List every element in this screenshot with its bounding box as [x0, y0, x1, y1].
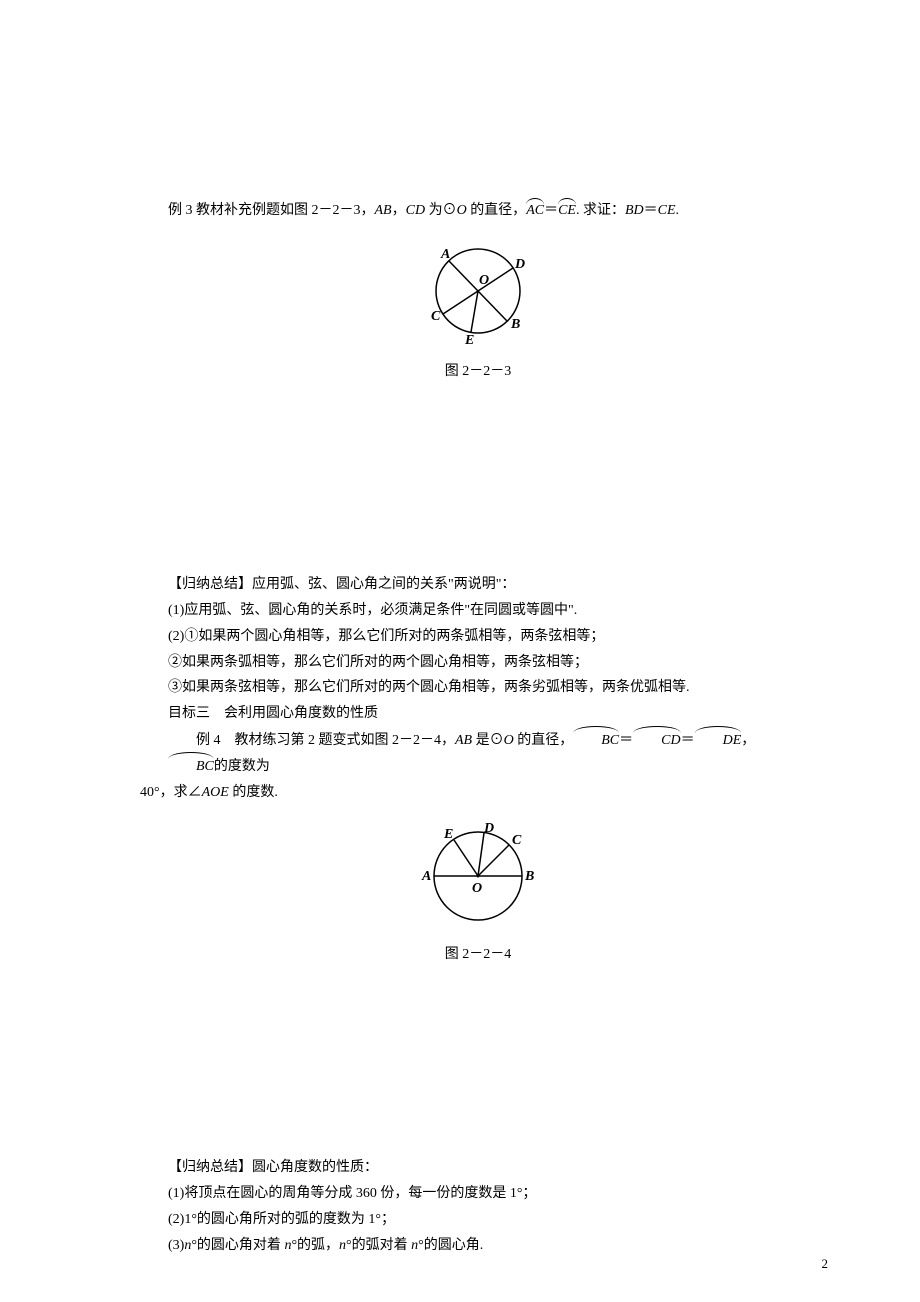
ex4-l2a: 40°，求∠ — [140, 785, 202, 800]
ex4-aoe: AOE — [202, 785, 229, 800]
ex4-arc-cd: CD — [633, 728, 680, 754]
sum1-l1: (1)应用弧、弦、圆心角的关系时，必须满足条件"在同圆或等圆中". — [168, 599, 788, 623]
figure-1-caption: 图 2－2－3 — [168, 361, 788, 383]
ex4-o: O — [504, 733, 514, 748]
fig2-C: C — [512, 833, 522, 848]
ex4-ab: AB — [455, 733, 472, 748]
sum2-l3c: °的弧， — [291, 1238, 339, 1253]
summary-2: 【归纳总结】圆心角度数的性质： (1)将顶点在圆心的周角等分成 360 份，每一… — [168, 1156, 788, 1257]
ex3-arc-ac: AC — [526, 200, 544, 222]
ex4-arc-de: DE — [695, 728, 742, 754]
summary-1: 【归纳总结】应用弧、弦、圆心角之间的关系"两说明"： (1)应用弧、弦、圆心角的… — [168, 573, 788, 726]
figure-1-svg: A D O C B E — [413, 236, 543, 346]
ex3-eq1: ＝ — [544, 203, 558, 218]
sum2-l3a: (3) — [168, 1238, 184, 1253]
fig2-D: D — [483, 821, 494, 836]
sum1-l3: ②如果两条弧相等，那么它们所对的两个圆心角相等，两条弦相等； — [168, 651, 788, 675]
figure-2-svg: A B C D E O — [408, 820, 548, 930]
sum1-l2: (2)①如果两个圆心角相等，那么它们所对的两条弧相等，两条弦相等； — [168, 625, 788, 649]
ex3-ab: AB — [375, 203, 392, 218]
ex4-comma: ， — [741, 733, 755, 748]
ex4-line1: 例 4 教材练习第 2 题变式如图 2－2－4，AB 是⊙O 的直径，BC＝CD… — [168, 728, 788, 780]
sum2-l2: (2)1°的圆心角所对的弧的度数为 1°； — [168, 1208, 788, 1232]
ex3-m3: 的直径， — [467, 203, 527, 218]
ex4-eq2: ＝ — [681, 733, 695, 748]
ex4-m1: 是⊙ — [472, 733, 504, 748]
page-content: 例 3 教材补充例题如图 2－2－3，AB，CD 为⊙O 的直径，AC＝CE. … — [0, 0, 920, 1258]
ex3-eq2: ＝ — [644, 203, 658, 218]
fig1-C: C — [431, 309, 441, 324]
ex3-end: . — [676, 203, 680, 218]
fig1-E: E — [464, 333, 474, 346]
example-3-text: 例 3 教材补充例题如图 2－2－3，AB，CD 为⊙O 的直径，AC＝CE. … — [168, 200, 788, 222]
figure-2-2-4: A B C D E O 图 2－2－4 — [168, 820, 788, 967]
sum2-title: 【归纳总结】圆心角度数的性质： — [168, 1156, 788, 1180]
ex3-bd: BD — [625, 203, 644, 218]
ex4-prefix: 例 4 教材练习第 2 题变式如图 2－2－4， — [196, 733, 455, 748]
ex3-m1: ， — [392, 203, 406, 218]
target-3-heading: 目标三 会利用圆心角度数的性质 — [168, 702, 788, 726]
fig2-A: A — [421, 869, 431, 884]
ex4-m2: 的直径， — [514, 733, 574, 748]
sum2-l3b: °的圆心角对着 — [191, 1238, 284, 1253]
ex3-m4: . 求证： — [576, 203, 625, 218]
sum2-n3: n — [339, 1238, 346, 1253]
example-4-text: 例 4 教材练习第 2 题变式如图 2－2－4，AB 是⊙O 的直径，BC＝CD… — [168, 728, 788, 806]
ex3-ce2: CE — [658, 203, 676, 218]
fig1-B: B — [510, 317, 520, 332]
sum2-l1: (1)将顶点在圆心的周角等分成 360 份，每一份的度数是 1°； — [168, 1182, 788, 1206]
fig2-E: E — [443, 827, 453, 842]
sum1-title: 【归纳总结】应用弧、弦、圆心角之间的关系"两说明"： — [168, 573, 788, 597]
page-number: 2 — [822, 1256, 829, 1272]
ex3-o: O — [457, 203, 467, 218]
ex3-prefix: 例 3 教材补充例题如图 2－2－3， — [168, 203, 375, 218]
ex4-arc-bc2: BC — [168, 754, 214, 780]
ex4-m3: 的度数为 — [214, 759, 270, 774]
ex4-eq1: ＝ — [619, 733, 633, 748]
sum1-l4: ③如果两条弦相等，那么它们所对的两个圆心角相等，两条劣弧相等，两条优弧相等. — [168, 676, 788, 700]
ex4-l2b: 的度数. — [229, 785, 278, 800]
ex3-cd: CD — [406, 203, 425, 218]
fig1-A: A — [440, 247, 450, 262]
sum2-l3: (3)n°的圆心角对着 n°的弧，n°的弧对着 n°的圆心角. — [168, 1234, 788, 1258]
ex4-line2: 40°，求∠AOE 的度数. — [168, 780, 788, 806]
fig2-O: O — [472, 881, 482, 896]
sum2-l3d: °的弧对着 — [346, 1238, 411, 1253]
ex3-m2: 为⊙ — [425, 203, 457, 218]
fig1-O: O — [479, 273, 489, 288]
figure-2-2-3: A D O C B E 图 2－2－3 — [168, 236, 788, 383]
fig1-D: D — [514, 257, 525, 272]
ex4-arc-bc: BC — [573, 728, 619, 754]
ex3-arc-ce: CE — [558, 200, 576, 222]
figure-2-caption: 图 2－2－4 — [168, 944, 788, 966]
sum2-l3e: °的圆心角. — [418, 1238, 483, 1253]
fig2-B: B — [524, 869, 534, 884]
